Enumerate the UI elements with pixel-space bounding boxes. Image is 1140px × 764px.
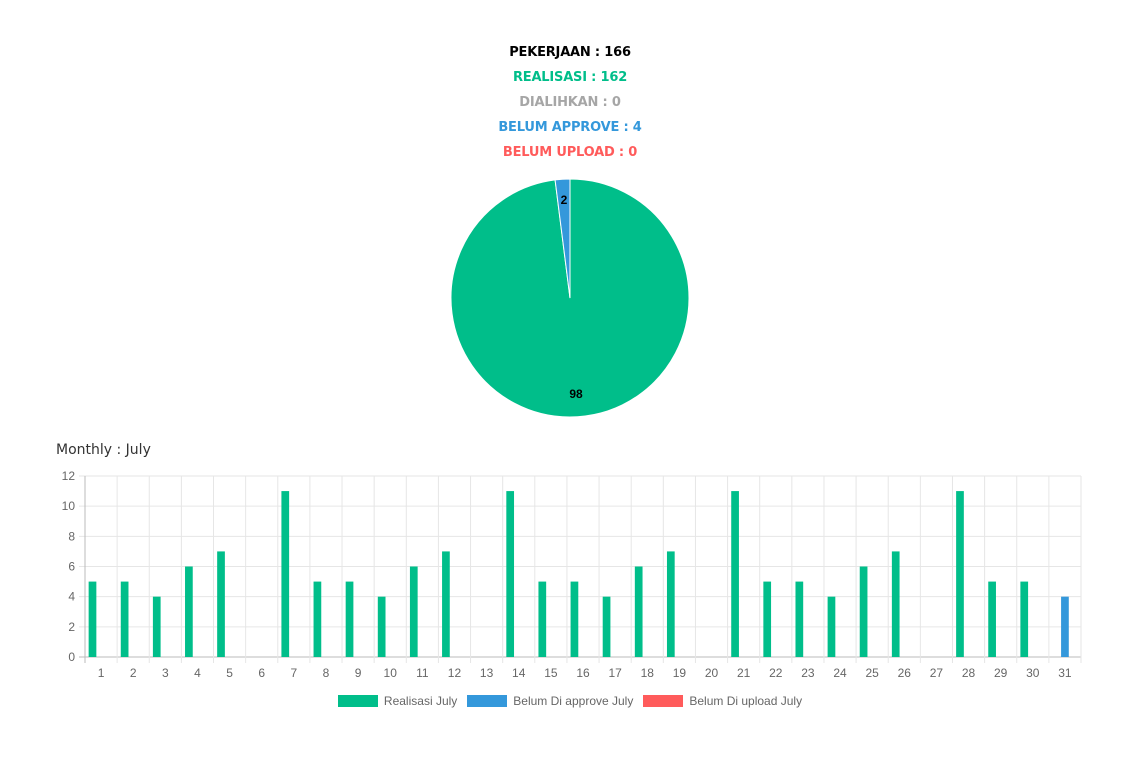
bar-realisasi-july-21[interactable] bbox=[731, 491, 739, 657]
summary-block: PEKERJAAN : 166 REALISASI : 162 DIALIHKA… bbox=[0, 40, 1140, 165]
y-tick-label: 8 bbox=[68, 529, 75, 543]
pekerjaan-total: PEKERJAAN : 166 bbox=[509, 45, 631, 60]
x-tick-label: 26 bbox=[898, 666, 912, 680]
bar-realisasi-july-16[interactable] bbox=[570, 581, 579, 657]
bar-realisasi-july-14[interactable] bbox=[506, 491, 515, 657]
bar-belum-di-approve-july-31[interactable] bbox=[1061, 596, 1069, 657]
y-tick-label: 12 bbox=[62, 469, 76, 483]
x-tick-label: 13 bbox=[480, 666, 494, 680]
x-tick-label: 11 bbox=[416, 666, 429, 680]
y-tick-label: 4 bbox=[68, 590, 75, 604]
x-tick-label: 8 bbox=[323, 666, 330, 680]
x-tick-label: 4 bbox=[194, 666, 201, 680]
legend-label: Belum Di approve July bbox=[513, 694, 634, 708]
legend-item[interactable]: Belum Di approve July bbox=[467, 694, 633, 708]
belum-upload-total: BELUM UPLOAD : 0 bbox=[502, 145, 638, 160]
legend-item[interactable]: Realisasi July bbox=[337, 694, 458, 708]
bar-realisasi-july-5[interactable] bbox=[217, 551, 225, 657]
dialihkan-total: DIALIHKAN : 0 bbox=[519, 95, 621, 110]
x-tick-label: 16 bbox=[576, 666, 590, 680]
x-tick-label: 23 bbox=[801, 666, 815, 680]
x-tick-label: 5 bbox=[226, 666, 233, 680]
bar-realisasi-july-28[interactable] bbox=[956, 491, 964, 657]
legend-swatch bbox=[337, 695, 378, 707]
x-tick-label: 21 bbox=[737, 666, 751, 680]
belum-approve-total: BELUM APPROVE : 4 bbox=[498, 120, 642, 135]
pie-slice-2[interactable] bbox=[554, 178, 571, 299]
bar-realisasi-july-8[interactable] bbox=[313, 581, 322, 657]
x-tick-label: 12 bbox=[448, 666, 462, 680]
x-tick-label: 7 bbox=[290, 666, 297, 680]
x-tick-label: 17 bbox=[608, 666, 622, 680]
x-tick-label: 1 bbox=[98, 666, 105, 680]
bar-realisasi-july-23[interactable] bbox=[795, 581, 804, 657]
bar-realisasi-july-1[interactable] bbox=[88, 581, 97, 657]
pie-label-2: 2 bbox=[561, 193, 568, 207]
x-tick-label: 29 bbox=[994, 666, 1008, 680]
x-tick-label: 27 bbox=[930, 666, 944, 680]
chart-legend: Realisasi July Belum Di approve July Belum… bbox=[0, 694, 1140, 708]
legend-item[interactable]: Belum Di upload July bbox=[643, 694, 802, 708]
x-tick-label: 6 bbox=[258, 666, 265, 680]
x-tick-label: 22 bbox=[769, 666, 783, 680]
bar-realisasi-july-18[interactable] bbox=[634, 566, 643, 658]
bar-realisasi-july-15[interactable] bbox=[538, 581, 547, 657]
bar-realisasi-july-17[interactable] bbox=[602, 596, 611, 657]
bar-realisasi-july-7[interactable] bbox=[281, 491, 290, 657]
y-tick-label: 0 bbox=[68, 650, 75, 664]
bar-realisasi-july-29[interactable] bbox=[988, 581, 996, 657]
bar-realisasi-july-9[interactable] bbox=[345, 581, 354, 657]
legend-label: Belum Di upload July bbox=[689, 694, 803, 708]
bar-realisasi-july-24[interactable] bbox=[827, 596, 836, 657]
bar-realisasi-july-22[interactable] bbox=[763, 581, 772, 657]
x-tick-label: 3 bbox=[162, 666, 169, 680]
x-tick-label: 24 bbox=[833, 666, 847, 680]
bar-realisasi-july-12[interactable] bbox=[442, 551, 450, 657]
x-tick-label: 28 bbox=[962, 666, 976, 680]
legend-swatch bbox=[467, 695, 508, 707]
x-tick-label: 15 bbox=[544, 666, 558, 680]
bar-realisasi-july-25[interactable] bbox=[859, 566, 868, 658]
bar-realisasi-july-11[interactable] bbox=[409, 566, 418, 658]
legend-swatch bbox=[643, 695, 684, 707]
x-tick-label: 2 bbox=[130, 666, 137, 680]
x-tick-label: 10 bbox=[384, 666, 398, 680]
y-tick-label: 10 bbox=[62, 499, 76, 513]
x-tick-label: 20 bbox=[705, 666, 719, 680]
x-tick-label: 30 bbox=[1026, 666, 1040, 680]
x-tick-label: 25 bbox=[865, 666, 879, 680]
legend-label: Realisasi July bbox=[383, 694, 458, 708]
x-tick-label: 31 bbox=[1058, 666, 1072, 680]
bar-realisasi-july-3[interactable] bbox=[152, 596, 161, 657]
x-tick-label: 9 bbox=[355, 666, 362, 680]
bar-realisasi-july-10[interactable] bbox=[377, 596, 386, 657]
x-tick-label: 18 bbox=[641, 666, 655, 680]
pie-chart: 98 2 bbox=[450, 178, 690, 418]
monthly-title: Monthly : July bbox=[56, 442, 151, 458]
bar-realisasi-july-4[interactable] bbox=[185, 566, 193, 658]
realisasi-total: REALISASI : 162 bbox=[512, 70, 628, 85]
x-tick-label: 19 bbox=[673, 666, 687, 680]
bar-realisasi-july-26[interactable] bbox=[891, 551, 900, 657]
pie-label-98: 98 bbox=[569, 387, 583, 401]
bar-realisasi-july-2[interactable] bbox=[120, 581, 129, 657]
bar-realisasi-july-30[interactable] bbox=[1020, 581, 1029, 657]
x-tick-label: 14 bbox=[512, 666, 526, 680]
bar-realisasi-july-19[interactable] bbox=[666, 551, 675, 657]
y-tick-label: 2 bbox=[68, 620, 75, 634]
y-tick-label: 6 bbox=[68, 560, 75, 574]
